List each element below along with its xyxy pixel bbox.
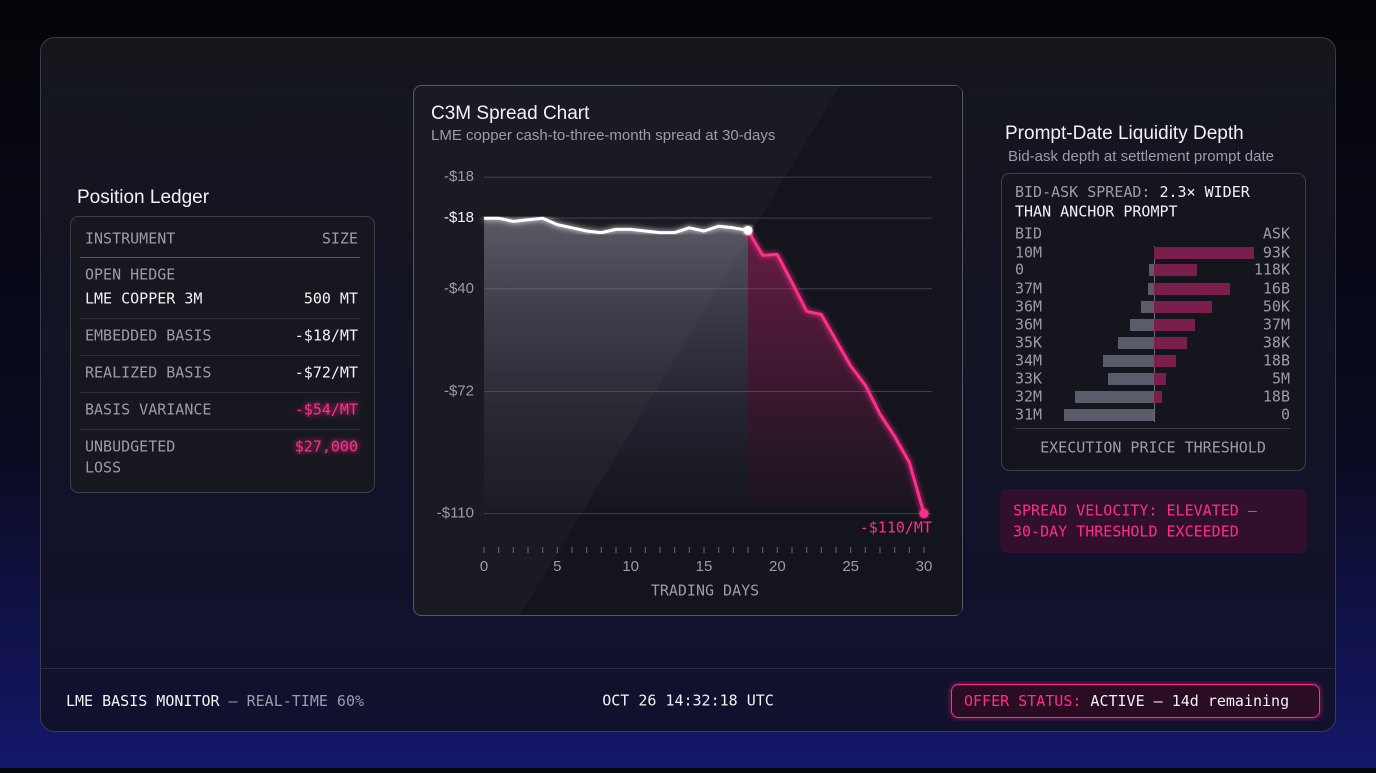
ask-label: 38K [1263,334,1290,352]
status-value: ACTIVE — 14d remaining [1081,692,1289,710]
annotation: -$110/MT [860,519,932,537]
bid-label: 10M [1015,244,1042,262]
ask-bar [1154,283,1230,295]
ledger-label: REALIZED BASIS [85,364,211,382]
spread-line-area [484,218,748,508]
bid-label: 36M [1015,316,1042,334]
depth-title: Prompt-Date Liquidity Depth [1005,123,1244,144]
monitor-name: LME BASIS MONITOR [66,692,220,710]
ask-label: 0 [1281,406,1290,424]
ledger-header: INSTRUMENT [85,230,175,248]
ledger-card [70,216,375,493]
bid-label: 33K [1015,370,1042,388]
bid-bar [1118,337,1154,349]
ledger-label: OPEN HEDGE [85,266,175,284]
bid-label: 32M [1015,388,1042,406]
y-tick-label: -$40 [444,280,474,297]
chart-title: C3M Spread Chart [431,103,590,124]
spread-line-alert [746,229,926,515]
ask-bar [1154,301,1212,313]
footer-clock: OCT 26 14:32:18 UTC [602,692,774,710]
y-tick-label: -$18 [444,168,474,185]
depth-subtitle: Bid-ask depth at settlement prompt date [1008,148,1274,165]
bid-label: 36M [1015,298,1042,316]
ask-label: 18B [1263,352,1290,370]
bid-bar [1108,373,1154,385]
status-badge [951,684,1320,718]
ledger-detail: LME COPPER 3M [85,290,202,308]
ask-label: 37M [1263,316,1290,334]
bid-label: 31M [1015,406,1042,424]
ledger-value: -$72/MT [295,364,358,382]
ask-label: 5M [1272,370,1290,388]
ledger-label: LOSS [85,459,121,477]
ledger-header: SIZE [322,230,358,248]
ask-bar [1154,319,1195,331]
ask-bar [1154,247,1254,259]
bid-label: 35K [1015,334,1042,352]
ledger-label: UNBUDGETED [85,438,175,456]
depth-note-label: BID-ASK SPREAD: [1015,183,1150,201]
depth-footer: EXECUTION PRICE THRESHOLD [1040,439,1266,457]
bid-bar [1130,319,1154,331]
y-tick-label: -$110 [437,505,474,522]
offer-status: OFFER STATUS: ACTIVE — 14d remaining [964,692,1289,710]
bid-label: 37M [1015,280,1042,298]
bid-header: BID [1015,225,1042,243]
x-tick-label: 5 [553,558,561,575]
ledger-value: $27,000 [295,438,358,456]
depth-note: THAN ANCHOR PROMPT [1015,203,1178,221]
ledger-label: EMBEDDED BASIS [85,327,211,345]
ledger-label: BASIS VARIANCE [85,401,211,419]
footer-name: LME BASIS MONITOR — REAL-TIME 60% [66,692,364,710]
x-tick-label: 30 [916,558,933,575]
bid-bar [1149,264,1154,276]
x-tick-label: 15 [696,558,713,575]
status-label: OFFER STATUS: [964,692,1081,710]
ask-bar [1154,355,1176,367]
break-point [743,225,753,235]
monitor-mode: — REAL-TIME 60% [220,692,365,710]
x-tick-label: 10 [622,558,639,575]
bid-bar [1075,391,1154,403]
x-tick-label: 25 [842,558,859,575]
ask-label: 93K [1263,244,1290,262]
spread-line [484,216,749,235]
ledger-value: -$54/MT [295,401,358,419]
y-tick-label: -$18 [444,209,474,226]
depth-note-value: 2.3× WIDER [1159,183,1250,201]
end-point [919,509,929,519]
ask-bar [1154,264,1197,276]
ask-bar [1154,391,1162,403]
ledger-value: -$18/MT [295,327,358,345]
ask-label: 16B [1263,280,1290,298]
bid-bar [1064,409,1154,421]
bid-bar [1103,355,1154,367]
ask-label: 50K [1263,298,1290,316]
x-tick-label: 0 [480,558,488,575]
ask-label: 118K [1254,261,1290,279]
bid-bar [1148,283,1154,295]
bid-label: 0 [1015,261,1024,279]
x-tick-label: 20 [769,558,786,575]
ask-label: 18B [1263,388,1290,406]
y-tick-label: -$72 [444,383,474,400]
ask-header: ASK [1263,225,1290,243]
ask-bar [1154,373,1166,385]
ledger-value: 500 MT [304,290,358,308]
depth-note: BID-ASK SPREAD: 2.3× WIDER [1015,183,1251,201]
alert-text: SPREAD VELOCITY: ELEVATED — [1013,502,1258,520]
ask-bar [1154,337,1187,349]
bid-bar [1141,301,1154,313]
alert-box [1000,489,1307,553]
alert-text: 30-DAY THRESHOLD EXCEEDED [1013,523,1239,541]
x-axis-label: TRADING DAYS [651,582,759,600]
bid-label: 34M [1015,352,1042,370]
chart-subtitle: LME copper cash-to-three-month spread at… [431,127,775,144]
ledger-title: Position Ledger [77,187,210,208]
spread-line-alert-area [748,230,924,514]
